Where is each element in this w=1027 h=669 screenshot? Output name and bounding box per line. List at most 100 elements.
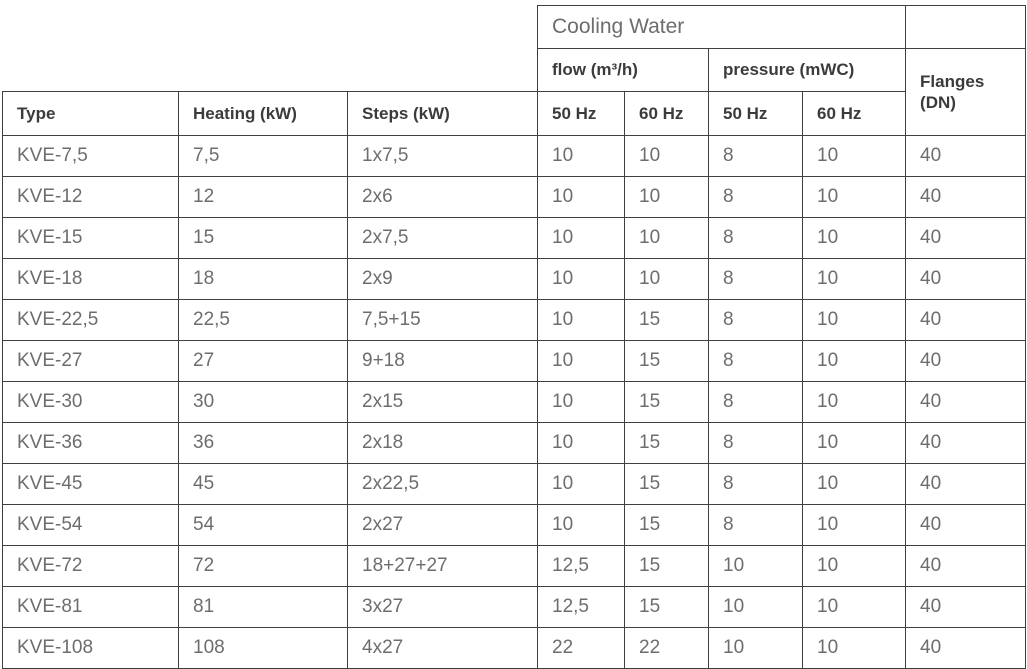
cell-pressure-50hz: 8 (708, 463, 804, 505)
cell-pressure-50hz: 10 (708, 627, 804, 669)
cell-heating-kw: 18 (178, 258, 348, 300)
cell-type: KVE-108 (2, 627, 179, 669)
cell-flow-60hz: 15 (624, 463, 710, 505)
cell-flanges-dn: 40 (905, 627, 1027, 669)
table-row: KVE-7,5 7,5 1x7,5 10 10 8 10 40 (2, 135, 1027, 177)
cell-flanges-dn: 40 (905, 258, 1027, 300)
cell-steps-kw: 7,5+15 (346, 299, 539, 341)
cell-type: KVE-7,5 (2, 135, 179, 177)
table-row: KVE-18 18 2x9 10 10 8 10 40 (2, 258, 1027, 300)
cell-flow-60hz: 15 (624, 545, 710, 587)
cell-flow-50hz: 10 (537, 422, 626, 464)
cell-heating-kw: 7,5 (178, 135, 348, 177)
cell-heating-kw: 30 (178, 381, 348, 423)
cell-pressure-50hz: 8 (708, 504, 804, 546)
blank-region (2, 5, 538, 49)
header-row-group-top: Cooling Water (2, 5, 1027, 49)
cell-heating-kw: 15 (178, 217, 348, 259)
cell-flow-50hz: 10 (537, 340, 626, 382)
flow-50hz-column-header: 50 Hz (537, 91, 626, 136)
cell-flow-60hz: 15 (624, 381, 710, 423)
cell-steps-kw: 2x9 (346, 258, 539, 300)
cell-steps-kw: 2x7,5 (346, 217, 539, 259)
cell-flow-50hz: 10 (537, 381, 626, 423)
table-row: KVE-27 27 9+18 10 15 8 10 40 (2, 340, 1027, 382)
flanges-header-line1: Flanges (920, 71, 985, 91)
cell-flow-60hz: 10 (624, 135, 710, 177)
cell-type: KVE-15 (2, 217, 179, 259)
cell-steps-kw: 18+27+27 (346, 545, 539, 587)
cell-pressure-60hz: 10 (802, 299, 907, 341)
cell-flow-60hz: 10 (624, 258, 710, 300)
cell-pressure-50hz: 8 (708, 217, 804, 259)
cell-type: KVE-12 (2, 176, 179, 218)
spec-table: Cooling Water flow (m³/h) pressure (mWC)… (2, 5, 1027, 669)
flanges-header: Flanges (DN) (905, 48, 1027, 136)
table-row: KVE-30 30 2x15 10 15 8 10 40 (2, 381, 1027, 423)
cell-pressure-50hz: 10 (708, 586, 804, 628)
cell-type: KVE-81 (2, 586, 179, 628)
cell-flow-50hz: 10 (537, 135, 626, 177)
cell-pressure-60hz: 10 (802, 135, 907, 177)
type-column-header: Type (2, 91, 179, 136)
cell-heating-kw: 45 (178, 463, 348, 505)
cell-pressure-60hz: 10 (802, 217, 907, 259)
cell-flow-60hz: 15 (624, 504, 710, 546)
pressure-50hz-column-header: 50 Hz (708, 91, 804, 136)
cell-pressure-50hz: 8 (708, 422, 804, 464)
cell-pressure-60hz: 10 (802, 258, 907, 300)
cell-flow-60hz: 15 (624, 422, 710, 464)
cell-type: KVE-18 (2, 258, 179, 300)
cell-flow-60hz: 10 (624, 176, 710, 218)
cell-flow-50hz: 10 (537, 463, 626, 505)
cell-pressure-50hz: 10 (708, 545, 804, 587)
cell-steps-kw: 2x18 (346, 422, 539, 464)
cell-type: KVE-22,5 (2, 299, 179, 341)
cell-heating-kw: 108 (178, 627, 348, 669)
cell-steps-kw: 1x7,5 (346, 135, 539, 177)
cell-pressure-60hz: 10 (802, 176, 907, 218)
cell-flow-50hz: 10 (537, 176, 626, 218)
cell-pressure-50hz: 8 (708, 381, 804, 423)
pressure-group-header: pressure (mWC) (708, 48, 907, 92)
cell-flow-50hz: 10 (537, 217, 626, 259)
cell-flanges-dn: 40 (905, 463, 1027, 505)
cell-steps-kw: 3x27 (346, 586, 539, 628)
flanges-header-line2: (DN) (920, 93, 956, 112)
cell-steps-kw: 2x15 (346, 381, 539, 423)
cell-heating-kw: 12 (178, 176, 348, 218)
table-row: KVE-108 108 4x27 22 22 10 10 40 (2, 627, 1027, 669)
pressure-60hz-column-header: 60 Hz (802, 91, 907, 136)
cell-flanges-dn: 40 (905, 545, 1027, 587)
table-row: KVE-72 72 18+27+27 12,5 15 10 10 40 (2, 545, 1027, 587)
cell-heating-kw: 27 (178, 340, 348, 382)
cell-steps-kw: 2x6 (346, 176, 539, 218)
table-row: KVE-36 36 2x18 10 15 8 10 40 (2, 422, 1027, 464)
cell-type: KVE-30 (2, 381, 179, 423)
cell-heating-kw: 36 (178, 422, 348, 464)
cell-flanges-dn: 40 (905, 422, 1027, 464)
cell-flow-60hz: 22 (624, 627, 710, 669)
cell-pressure-60hz: 10 (802, 545, 907, 587)
cell-flow-60hz: 15 (624, 340, 710, 382)
cell-steps-kw: 4x27 (346, 627, 539, 669)
cell-pressure-50hz: 8 (708, 258, 804, 300)
cell-flow-50hz: 12,5 (537, 586, 626, 628)
cell-heating-kw: 72 (178, 545, 348, 587)
cell-steps-kw: 2x27 (346, 504, 539, 546)
header-row-columns: Type Heating (kW) Steps (kW) 50 Hz 60 Hz… (2, 91, 1026, 136)
cell-steps-kw: 2x22,5 (346, 463, 539, 505)
cell-flanges-dn: 40 (905, 299, 1027, 341)
table-row: KVE-22,5 22,5 7,5+15 10 15 8 10 40 (2, 299, 1027, 341)
cell-flow-50hz: 22 (537, 627, 626, 669)
cell-flow-50hz: 12,5 (537, 545, 626, 587)
cell-type: KVE-45 (2, 463, 179, 505)
cell-pressure-60hz: 10 (802, 463, 907, 505)
table-row: KVE-54 54 2x27 10 15 8 10 40 (2, 504, 1027, 546)
header-row-group-sub: flow (m³/h) pressure (mWC) Flanges (DN) (2, 48, 1027, 136)
cell-flow-60hz: 15 (624, 299, 710, 341)
cell-flow-60hz: 10 (624, 217, 710, 259)
cell-pressure-50hz: 8 (708, 176, 804, 218)
cell-heating-kw: 54 (178, 504, 348, 546)
